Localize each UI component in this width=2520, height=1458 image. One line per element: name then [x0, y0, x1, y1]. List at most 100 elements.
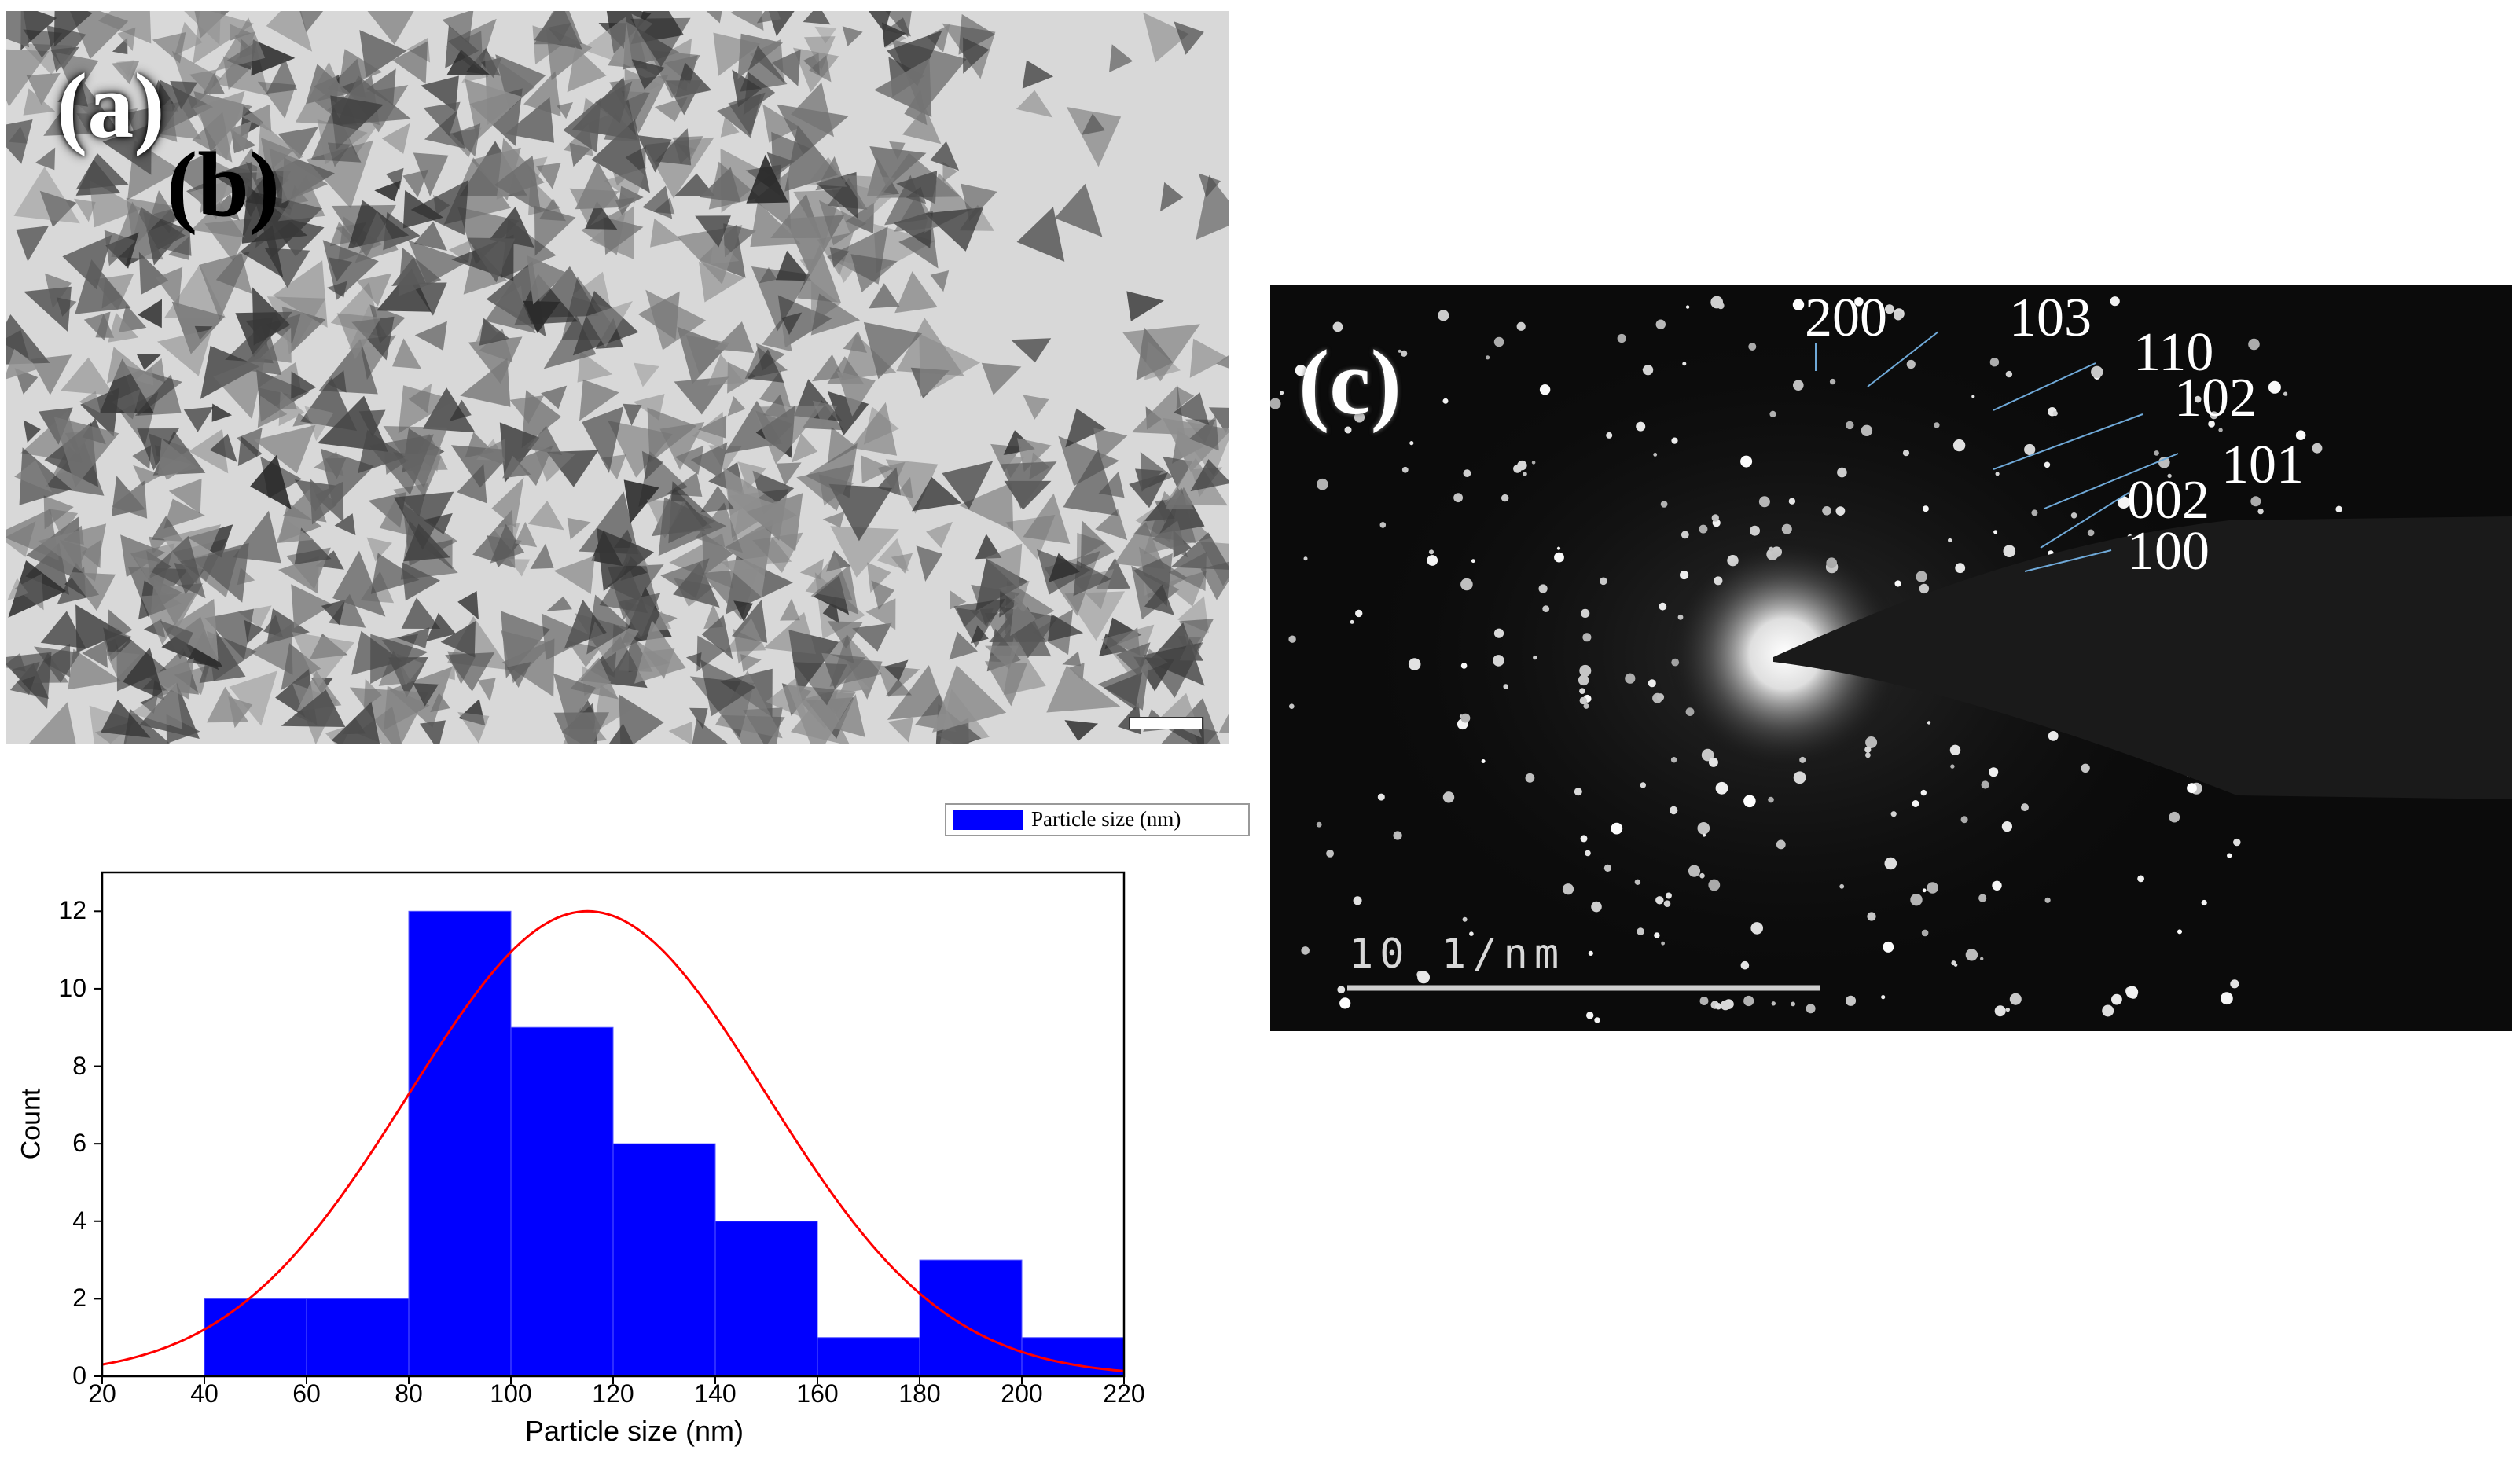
nanoparticle [304, 406, 334, 442]
nanoparticle [631, 59, 665, 90]
nanoparticle [637, 135, 672, 173]
nanoparticle [53, 11, 93, 47]
nanoparticle [527, 255, 567, 305]
nanoparticle [706, 11, 722, 24]
histogram-bar [1021, 1337, 1125, 1377]
diffraction-spot [1916, 571, 1927, 582]
nanoparticle [1048, 553, 1080, 582]
nanoparticle [804, 36, 836, 71]
nanoparticle [604, 167, 647, 204]
nanoparticle [625, 146, 646, 176]
nanoparticle [134, 374, 182, 416]
diffraction-spot [1531, 461, 1536, 465]
diffraction-spot [1579, 688, 1585, 694]
panel-c-label: (c) [1299, 331, 1401, 434]
diffraction-spot [1978, 894, 1987, 902]
nanoparticle [266, 296, 326, 350]
diffraction-spot [1927, 721, 1931, 725]
nanoparticle [278, 391, 305, 427]
nanoparticle [336, 313, 381, 360]
diffraction-spot [1339, 997, 1351, 1009]
diffraction-spot [1791, 1001, 1795, 1007]
nanoparticle [1163, 456, 1193, 489]
diffraction-spot [1960, 816, 1968, 824]
nanoparticle [1064, 591, 1126, 641]
nanoparticle [442, 11, 474, 45]
nanoparticle [577, 351, 613, 383]
diffraction-spot [1295, 365, 1307, 376]
nanoparticle [485, 281, 536, 333]
nanoparticle [1176, 387, 1195, 410]
diffraction-spot [1951, 960, 1956, 966]
nanoparticle [536, 163, 561, 189]
nanoparticle [150, 535, 206, 599]
nanoparticle [68, 648, 122, 690]
nanoparticle [476, 439, 505, 465]
nanoparticle [490, 523, 525, 564]
nanoparticle [733, 600, 753, 622]
nanoparticle [961, 183, 997, 222]
nanoparticle [244, 619, 264, 644]
nanoparticle [402, 504, 458, 566]
nanoparticle [457, 464, 487, 504]
diffraction-spot [1585, 850, 1591, 857]
index-101: 101 [2221, 435, 2304, 495]
x-tick-label: 200 [1001, 1379, 1043, 1408]
diffraction-spot [1586, 1012, 1594, 1019]
nanoparticle [421, 75, 459, 112]
diffraction-spot [1579, 664, 1592, 677]
y-axis-ticks [94, 910, 102, 1377]
nanoparticle [6, 348, 40, 380]
diffraction-spot [1303, 556, 1308, 561]
diffraction-spot [2048, 731, 2059, 741]
diffraction-spot [1884, 304, 1894, 314]
nanoparticle [533, 445, 575, 482]
diffraction-spot [2102, 1004, 2114, 1017]
nanoparticle [766, 678, 808, 720]
diffraction-spot [1971, 395, 1975, 398]
nanoparticle [720, 116, 740, 138]
nanoparticle [245, 161, 289, 201]
diffraction-spot [1460, 713, 1471, 723]
nanoparticle [6, 11, 30, 48]
diffraction-spot [1580, 835, 1588, 843]
diffraction-spot [1523, 472, 1527, 476]
nanoparticle [1046, 665, 1121, 713]
nanoparticle [392, 41, 428, 84]
nanoparticle [120, 534, 165, 578]
nanoparticle [751, 266, 810, 332]
histogram-bar [204, 1298, 307, 1377]
nanoparticle [780, 598, 800, 621]
nanoparticle [126, 101, 182, 159]
nanoparticle [828, 427, 858, 464]
nanoparticle [827, 621, 863, 649]
nanoparticle [737, 33, 784, 79]
nanoparticle [619, 694, 664, 744]
diffraction-spot [1625, 673, 1636, 684]
nanoparticle [43, 81, 120, 136]
diffraction-spot [2257, 508, 2264, 515]
diffraction-spot [1578, 674, 1589, 686]
nanoparticle [413, 152, 449, 196]
diffraction-spot [2268, 380, 2281, 394]
diffraction-spot [1538, 584, 1548, 593]
diffraction-spot [1699, 997, 1709, 1005]
nanoparticle [168, 478, 202, 514]
nanoparticle [334, 513, 356, 535]
nanoparticle [406, 37, 431, 63]
nanoparticle [850, 254, 898, 292]
nanoparticle [170, 81, 198, 110]
nanoparticle [34, 646, 80, 683]
nanoparticle [586, 301, 633, 348]
nanoparticle [6, 119, 33, 164]
diffraction-spot [1332, 321, 1343, 332]
nanoparticle [215, 250, 252, 294]
diffraction-spot [1699, 524, 1708, 534]
nanoparticle [810, 564, 858, 615]
nanoparticle [930, 141, 960, 171]
x-tick-label: 100 [490, 1379, 532, 1408]
nanoparticle [1093, 428, 1128, 461]
nanoparticle [108, 312, 139, 343]
nanoparticle [477, 678, 496, 702]
nanoparticle [277, 174, 325, 222]
